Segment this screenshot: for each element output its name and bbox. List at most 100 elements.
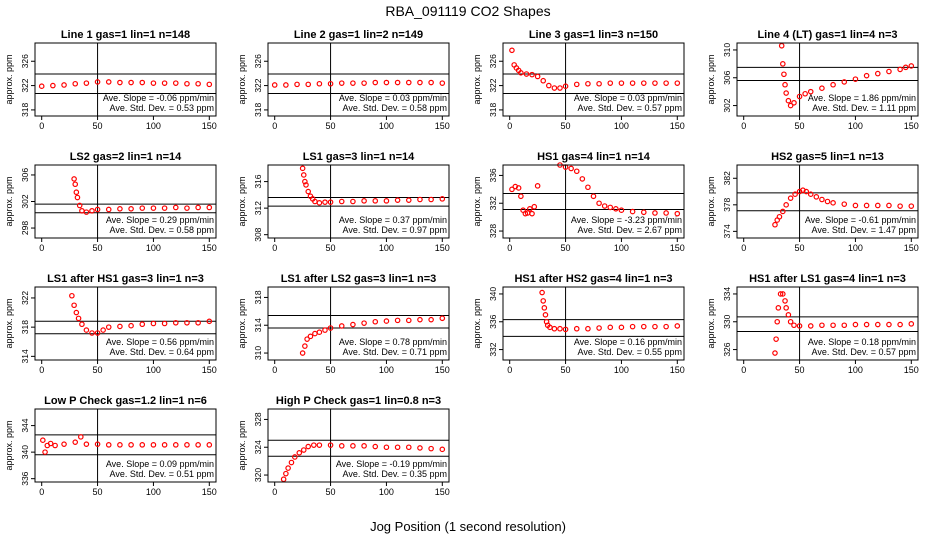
data-point xyxy=(74,194,81,201)
data-point xyxy=(405,197,412,203)
y-tick-label: 332 xyxy=(488,196,498,210)
data-point xyxy=(908,63,915,69)
data-point xyxy=(184,205,190,211)
data-point xyxy=(787,318,794,325)
y-tick-label: 316 xyxy=(253,174,263,188)
data-point xyxy=(618,207,625,213)
data-point xyxy=(89,207,95,214)
x-tick-label: 0 xyxy=(507,365,512,375)
data-point xyxy=(785,97,792,104)
data-point xyxy=(83,327,90,333)
panel-4: Line 4 (LT) gas=1 lin=4 n=3 approx. ppm 0 5… xyxy=(706,29,919,131)
data-point xyxy=(852,202,859,209)
data-point xyxy=(47,440,54,447)
data-point xyxy=(195,442,201,448)
x-tick-label: 150 xyxy=(904,121,919,131)
x-tick-label: 100 xyxy=(146,365,161,375)
data-point xyxy=(305,443,312,450)
data-point xyxy=(534,183,541,189)
data-point xyxy=(803,188,810,195)
panel-title: Line 2 gas=1 lin=2 n=149 xyxy=(294,29,423,41)
x-tick-label: 0 xyxy=(507,121,512,131)
plot-frame xyxy=(502,42,685,117)
data-point xyxy=(405,79,412,86)
data-point xyxy=(128,442,134,448)
data-point xyxy=(618,324,625,331)
y-tick-label: 318 xyxy=(253,290,263,304)
data-point xyxy=(417,79,423,86)
data-point xyxy=(534,73,541,80)
x-tick-label: 100 xyxy=(146,121,161,131)
data-point xyxy=(394,317,401,324)
data-point xyxy=(863,202,870,209)
stat-annotation: Ave. Slope = 1.86 ppm/min xyxy=(808,93,916,103)
data-point xyxy=(206,204,213,211)
data-point xyxy=(546,82,552,89)
data-point xyxy=(781,71,787,78)
data-point xyxy=(316,329,323,335)
y-tick-label: 310 xyxy=(722,43,732,57)
data-point xyxy=(579,176,586,182)
y-tick-label: 340 xyxy=(488,287,498,301)
stat-annotation: Ave. Std. Dev. = 0.71 ppm xyxy=(343,347,447,357)
data-point xyxy=(303,182,309,188)
data-point xyxy=(79,321,85,328)
data-point xyxy=(780,291,786,297)
data-point xyxy=(206,318,213,325)
x-tick-label: 50 xyxy=(795,121,805,131)
data-point xyxy=(541,305,548,311)
panel-3: Line 3 gas=1 lin=3 n=150 approx. ppm 0 50 10… xyxy=(472,29,685,131)
data-point xyxy=(783,305,789,311)
x-tick-label: 0 xyxy=(741,121,746,131)
data-point xyxy=(819,196,825,203)
data-point xyxy=(557,325,563,332)
data-point xyxy=(292,454,298,460)
data-point xyxy=(802,90,808,97)
data-point xyxy=(428,79,434,86)
x-tick-label: 100 xyxy=(379,487,394,497)
data-point xyxy=(607,324,614,331)
data-point xyxy=(195,319,201,326)
plot-frame xyxy=(736,42,919,117)
data-point xyxy=(42,449,48,455)
data-point xyxy=(61,441,67,447)
data-point xyxy=(568,165,574,172)
data-point xyxy=(316,442,323,448)
x-tick-label: 50 xyxy=(795,243,805,253)
plot-frame xyxy=(267,164,450,239)
data-point xyxy=(874,202,881,209)
data-point xyxy=(629,80,636,86)
stat-annotation: Ave. Slope = -0.06 ppm/min xyxy=(103,93,214,103)
y-tick-label: 336 xyxy=(488,314,498,328)
plot-frame xyxy=(267,408,450,483)
data-point xyxy=(776,213,783,220)
y-tick-label: 330 xyxy=(722,314,732,328)
x-tick-label: 0 xyxy=(272,487,277,497)
y-axis-label: approx. ppm xyxy=(472,176,482,226)
y-tick-label: 332 xyxy=(488,342,498,356)
data-point xyxy=(792,191,798,198)
stat-annotation: Ave. Std. Dev. = 0.51 ppm xyxy=(110,469,214,479)
x-tick-label: 50 xyxy=(93,243,103,253)
data-point xyxy=(338,443,345,449)
data-point xyxy=(280,476,287,483)
data-point xyxy=(327,442,334,448)
data-point xyxy=(105,206,112,213)
x-tick-label: 150 xyxy=(202,121,217,131)
y-tick-label: 322 xyxy=(253,78,263,92)
data-point xyxy=(629,208,636,215)
data-point xyxy=(350,321,356,328)
y-tick-label: 336 xyxy=(20,471,30,485)
y-tick-label: 322 xyxy=(488,78,498,92)
y-tick-label: 310 xyxy=(253,346,263,360)
panel-2: Line 2 gas=1 lin=2 n=149 approx. ppm 0 50 10… xyxy=(237,29,450,131)
data-point xyxy=(150,320,157,327)
data-point xyxy=(663,210,669,216)
data-point xyxy=(613,206,619,212)
data-point xyxy=(640,209,647,216)
data-point xyxy=(394,444,401,451)
data-point xyxy=(813,194,820,200)
data-point xyxy=(428,316,434,323)
data-point xyxy=(863,321,870,328)
